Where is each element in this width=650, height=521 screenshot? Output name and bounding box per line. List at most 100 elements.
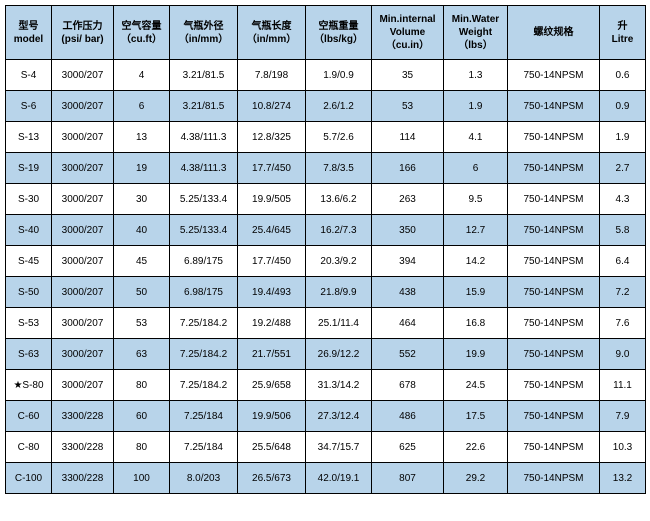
cell: 29.2 bbox=[444, 463, 508, 494]
cell: S-30 bbox=[6, 184, 52, 215]
col-header-6: Min.internalVolume（cu.in） bbox=[372, 6, 444, 60]
cell: 31.3/14.2 bbox=[306, 370, 372, 401]
cell: 0.9 bbox=[600, 91, 646, 122]
cell: 3000/207 bbox=[52, 339, 114, 370]
cell: 53 bbox=[372, 91, 444, 122]
cell: 750-14NPSM bbox=[508, 153, 600, 184]
cell: S-4 bbox=[6, 60, 52, 91]
cell: 27.3/12.4 bbox=[306, 401, 372, 432]
cell: 4.38/111.3 bbox=[170, 153, 238, 184]
cell: 5.8 bbox=[600, 215, 646, 246]
cell: 166 bbox=[372, 153, 444, 184]
cell: 7.25/184 bbox=[170, 401, 238, 432]
table-row: C-603300/228607.25/18419.9/50627.3/12.44… bbox=[6, 401, 646, 432]
cell: 3300/228 bbox=[52, 401, 114, 432]
cell: 552 bbox=[372, 339, 444, 370]
cell: 6.98/175 bbox=[170, 277, 238, 308]
col-header-3: 气瓶外径（in/mm） bbox=[170, 6, 238, 60]
cell: S-45 bbox=[6, 246, 52, 277]
cell: 11.1 bbox=[600, 370, 646, 401]
cell: 16.8 bbox=[444, 308, 508, 339]
cell: 750-14NPSM bbox=[508, 277, 600, 308]
cell: 750-14NPSM bbox=[508, 91, 600, 122]
cell: 9.5 bbox=[444, 184, 508, 215]
cell: 750-14NPSM bbox=[508, 401, 600, 432]
cell: 464 bbox=[372, 308, 444, 339]
table-row: S-453000/207456.89/17517.7/45020.3/9.239… bbox=[6, 246, 646, 277]
spec-table: 型号model工作压力(psi/ bar)空气容量（cu.ft）气瓶外径（in/… bbox=[5, 5, 646, 494]
cell: 7.2 bbox=[600, 277, 646, 308]
col-header-0: 型号model bbox=[6, 6, 52, 60]
cell: 3300/228 bbox=[52, 463, 114, 494]
cell: 263 bbox=[372, 184, 444, 215]
cell: 7.9 bbox=[600, 401, 646, 432]
cell: 3000/207 bbox=[52, 370, 114, 401]
cell: 7.8/198 bbox=[238, 60, 306, 91]
cell: 8.0/203 bbox=[170, 463, 238, 494]
table-row: S-303000/207305.25/133.419.9/50513.6/6.2… bbox=[6, 184, 646, 215]
cell: 5.25/133.4 bbox=[170, 184, 238, 215]
cell: 16.2/7.3 bbox=[306, 215, 372, 246]
cell: 19.4/493 bbox=[238, 277, 306, 308]
cell: 10.8/274 bbox=[238, 91, 306, 122]
cell: 1.3 bbox=[444, 60, 508, 91]
table-row: S-133000/207134.38/111.312.8/3255.7/2.61… bbox=[6, 122, 646, 153]
cell: 25.1/11.4 bbox=[306, 308, 372, 339]
cell: 21.7/551 bbox=[238, 339, 306, 370]
cell: 19.2/488 bbox=[238, 308, 306, 339]
cell: S-63 bbox=[6, 339, 52, 370]
cell: 30 bbox=[114, 184, 170, 215]
cell: S-13 bbox=[6, 122, 52, 153]
cell: 3.21/81.5 bbox=[170, 91, 238, 122]
cell: 12.7 bbox=[444, 215, 508, 246]
table-row: ★S-803000/207807.25/184.225.9/65831.3/14… bbox=[6, 370, 646, 401]
cell: 40 bbox=[114, 215, 170, 246]
table-header: 型号model工作压力(psi/ bar)空气容量（cu.ft）气瓶外径（in/… bbox=[6, 6, 646, 60]
cell: 15.9 bbox=[444, 277, 508, 308]
cell: 1.9 bbox=[600, 122, 646, 153]
cell: 3000/207 bbox=[52, 60, 114, 91]
table-row: S-533000/207537.25/184.219.2/48825.1/11.… bbox=[6, 308, 646, 339]
cell: 394 bbox=[372, 246, 444, 277]
cell: 750-14NPSM bbox=[508, 339, 600, 370]
col-header-7: Min.WaterWeight（lbs） bbox=[444, 6, 508, 60]
cell: 25.4/645 bbox=[238, 215, 306, 246]
cell: 4 bbox=[114, 60, 170, 91]
cell: 25.5/648 bbox=[238, 432, 306, 463]
cell: 750-14NPSM bbox=[508, 184, 600, 215]
table-row: S-63000/20763.21/81.510.8/2742.6/1.2531.… bbox=[6, 91, 646, 122]
cell: 3000/207 bbox=[52, 122, 114, 153]
cell: 3000/207 bbox=[52, 184, 114, 215]
table-row: S-43000/20743.21/81.57.8/1981.9/0.9351.3… bbox=[6, 60, 646, 91]
cell: 21.8/9.9 bbox=[306, 277, 372, 308]
cell: 7.25/184.2 bbox=[170, 370, 238, 401]
cell: 5.25/133.4 bbox=[170, 215, 238, 246]
cell: 750-14NPSM bbox=[508, 463, 600, 494]
cell: 4.3 bbox=[600, 184, 646, 215]
col-header-8: 螺纹规格 bbox=[508, 6, 600, 60]
cell: 3000/207 bbox=[52, 246, 114, 277]
cell: 114 bbox=[372, 122, 444, 153]
cell: 750-14NPSM bbox=[508, 215, 600, 246]
cell: 5.7/2.6 bbox=[306, 122, 372, 153]
cell: S-53 bbox=[6, 308, 52, 339]
cell: 19.9 bbox=[444, 339, 508, 370]
cell: 22.6 bbox=[444, 432, 508, 463]
cell: S-40 bbox=[6, 215, 52, 246]
cell: 6 bbox=[444, 153, 508, 184]
cell: 750-14NPSM bbox=[508, 122, 600, 153]
cell: 53 bbox=[114, 308, 170, 339]
cell: ★S-80 bbox=[6, 370, 52, 401]
cell: 350 bbox=[372, 215, 444, 246]
table-row: S-503000/207506.98/17519.4/49321.8/9.943… bbox=[6, 277, 646, 308]
cell: 4.38/111.3 bbox=[170, 122, 238, 153]
cell: 34.7/15.7 bbox=[306, 432, 372, 463]
cell: 3000/207 bbox=[52, 153, 114, 184]
cell: 625 bbox=[372, 432, 444, 463]
cell: 486 bbox=[372, 401, 444, 432]
cell: 6.4 bbox=[600, 246, 646, 277]
cell: 19 bbox=[114, 153, 170, 184]
cell: 13.6/6.2 bbox=[306, 184, 372, 215]
cell: 17.7/450 bbox=[238, 246, 306, 277]
cell: 3.21/81.5 bbox=[170, 60, 238, 91]
